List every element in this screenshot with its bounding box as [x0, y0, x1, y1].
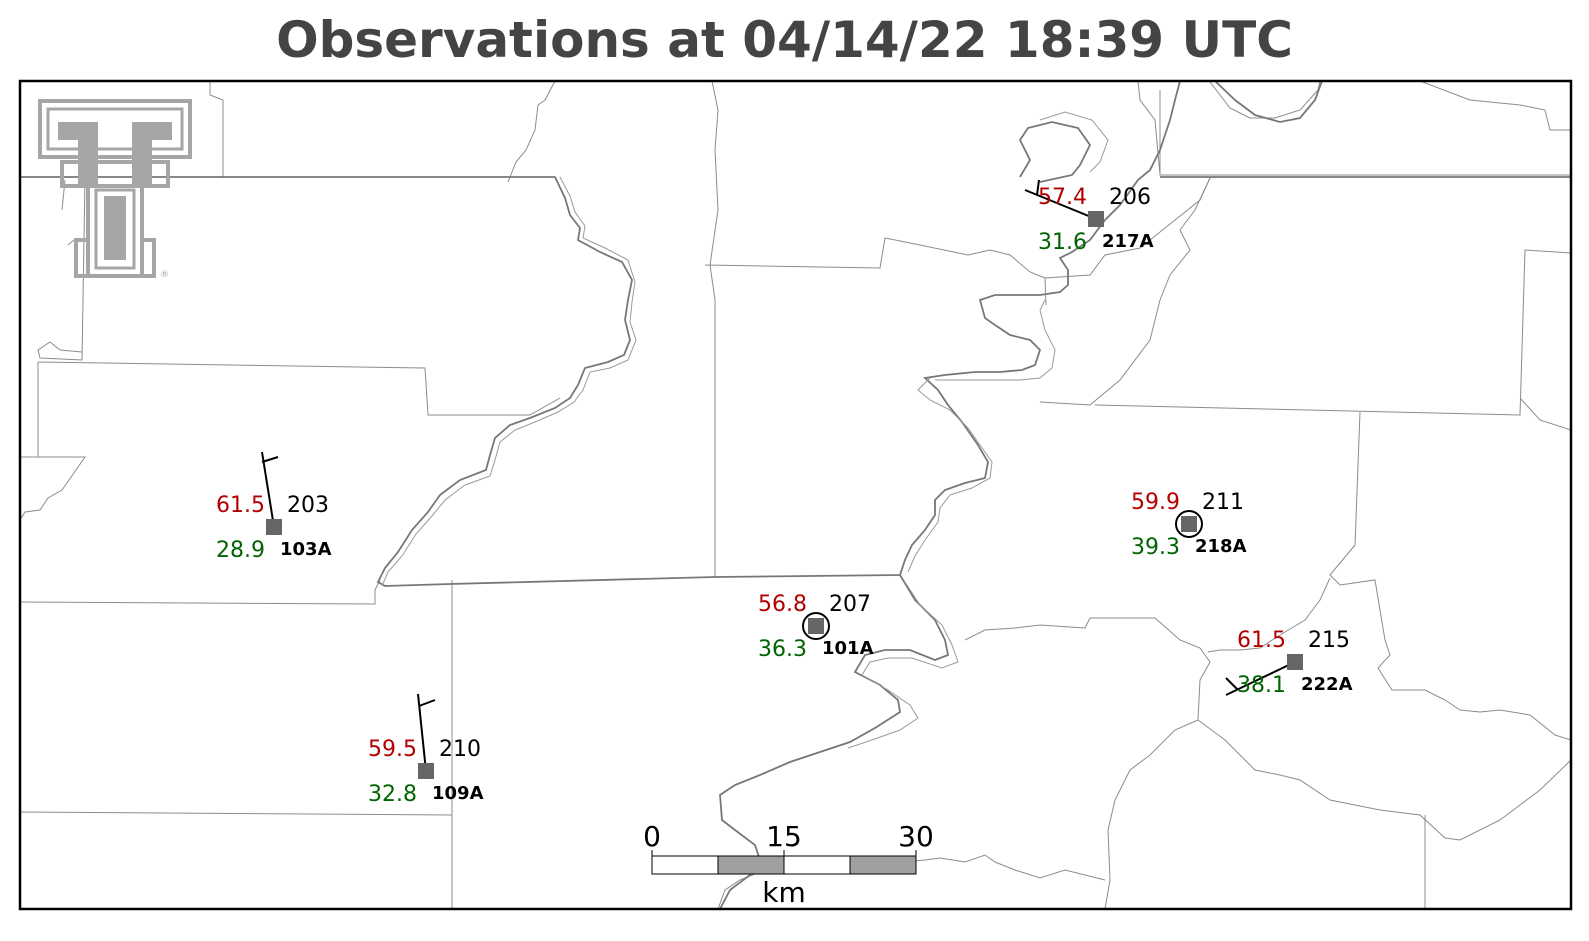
- temperature-label: 61.5: [1237, 628, 1286, 653]
- station-marker: [808, 618, 824, 634]
- wind-barb-half-flag: [261, 456, 279, 463]
- river-banks: [381, 111, 1109, 749]
- station-109A: 59.5 210 32.8 109A: [368, 693, 484, 807]
- wind-barb-half-flag: [1036, 179, 1040, 196]
- wind-direction-label: 210: [439, 737, 481, 762]
- wind-barb-half-flag: [418, 699, 436, 707]
- county-boundaries: [20, 81, 1571, 909]
- dewpoint-label: 38.1: [1237, 673, 1286, 698]
- station-103A: 61.5 203 28.9 103A: [216, 451, 332, 563]
- dewpoint-label: 28.9: [216, 538, 265, 563]
- scale-segment: [849, 855, 917, 875]
- calm-wind-circle: [802, 612, 830, 640]
- temperature-label: 59.9: [1131, 490, 1180, 515]
- scale-unit: km: [762, 876, 806, 909]
- station-marker: [1287, 654, 1303, 670]
- scale-label-30: 30: [898, 820, 934, 853]
- station-marker: [1181, 516, 1197, 532]
- station-id-label: 222A: [1301, 674, 1353, 695]
- station-id-label: 101A: [822, 638, 874, 659]
- state-boundaries: [20, 81, 1571, 909]
- station-218A: 59.9 211 39.3 218A: [1131, 490, 1247, 560]
- temperature-label: 57.4: [1038, 185, 1087, 210]
- scale-label-0: 0: [643, 820, 661, 853]
- wind-barb-half-flag: [1225, 677, 1239, 691]
- station-marker: [1088, 211, 1104, 227]
- wind-direction-label: 206: [1109, 185, 1151, 210]
- station-id-label: 218A: [1195, 536, 1247, 557]
- scale-segment: [651, 855, 719, 875]
- dewpoint-label: 39.3: [1131, 535, 1180, 560]
- station-id-label: 109A: [432, 783, 484, 804]
- station-217A: 57.4 206 31.6 217A: [1024, 179, 1154, 255]
- station-marker: [418, 763, 434, 779]
- wind-direction-label: 211: [1202, 490, 1244, 515]
- wind-barb-staff: [261, 451, 275, 528]
- temperature-label: 56.8: [758, 592, 807, 617]
- map-border: [18, 79, 1573, 911]
- scale-label-15: 15: [766, 820, 802, 853]
- calm-wind-circle: [1175, 510, 1203, 538]
- scale-segment: [783, 855, 851, 875]
- station-101A: 56.8 207 36.3 101A: [758, 592, 874, 662]
- map-frame: [20, 81, 1571, 909]
- wind-direction-label: 203: [287, 493, 329, 518]
- registered-mark: ®: [160, 270, 169, 280]
- dewpoint-label: 32.8: [368, 782, 417, 807]
- texas-tech-double-t-logo: [38, 99, 192, 278]
- dewpoint-label: 36.3: [758, 637, 807, 662]
- dewpoint-label: 31.6: [1038, 230, 1087, 255]
- station-id-label: 217A: [1102, 231, 1154, 252]
- station-id-label: 103A: [280, 539, 332, 560]
- scale-bar: 0 15 30 km: [643, 820, 934, 909]
- station-marker: [266, 519, 282, 535]
- station-layer: 61.5 203 28.9 103A 59.5 210 32.8 109A 56.8 207 36.…: [216, 179, 1353, 807]
- temperature-label: 61.5: [216, 493, 265, 518]
- station-222A: 61.5 215 38.1 222A: [1225, 628, 1353, 698]
- page-title: Observations at 04/14/22 18:39 UTC: [276, 11, 1293, 69]
- scale-segment: [717, 855, 785, 875]
- wind-direction-label: 207: [829, 592, 871, 617]
- wind-direction-label: 215: [1308, 628, 1350, 653]
- temperature-label: 59.5: [368, 737, 417, 762]
